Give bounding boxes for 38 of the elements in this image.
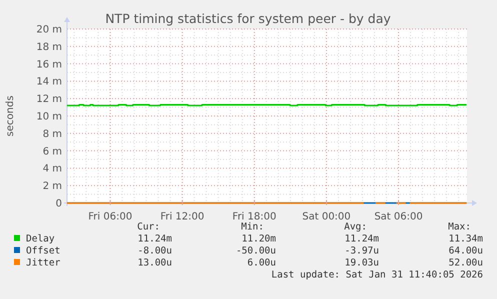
x-tick-label: Sat 00:00 — [302, 212, 351, 222]
chart-title: NTP timing statistics for system peer - by day — [105, 11, 392, 26]
text: 52.00u — [448, 257, 483, 268]
legend-label: Offset — [26, 245, 60, 256]
text: -8.00u — [138, 245, 172, 256]
x-tick-label: Sat 06:00 — [374, 212, 423, 222]
text: Max: — [448, 221, 471, 232]
y-tick-label: 4 m — [42, 164, 62, 175]
y-tick-label: 20 m — [36, 24, 62, 36]
text: -3.97u — [344, 245, 379, 256]
x-tick-label: Fri 18:00 — [232, 212, 276, 222]
text: Avg: — [344, 221, 367, 232]
y-tick-label: 10 m — [36, 112, 62, 122]
text: -50.00u — [236, 245, 276, 256]
text: 64.00u — [448, 245, 483, 256]
text: 11.34m — [448, 233, 484, 244]
y-tick-label: 2 m — [42, 181, 62, 192]
legend-label: Jitter — [26, 257, 61, 268]
text: 6.00u — [247, 257, 276, 268]
y-tick-label: 8 m — [42, 128, 62, 140]
text: Last update: Sat Jan 31 11:40:05 2026 — [271, 269, 484, 280]
text: 11.24m — [138, 233, 172, 244]
text: 19.03u — [344, 257, 379, 268]
y-axis-title: seconds — [5, 96, 16, 136]
y-tick-label: 6 m — [42, 146, 62, 158]
y-tick-label: 16 m — [36, 59, 62, 70]
y-tick-label: 14 m — [36, 76, 62, 88]
text: Cur: — [137, 221, 160, 232]
text: Min: — [241, 221, 264, 232]
y-tick-label: 12 m — [36, 94, 62, 106]
y-tick-label: 0 — [56, 198, 62, 210]
x-tick-label: Fri 06:00 — [88, 212, 132, 222]
text: 13.00u — [138, 257, 172, 268]
x-tick-label: Fri 12:00 — [160, 212, 204, 222]
text: 11.20m — [242, 233, 276, 244]
text: 11.24m — [344, 233, 380, 244]
y-tick-label: 18 m — [36, 42, 62, 53]
legend-label: Delay — [26, 233, 55, 244]
